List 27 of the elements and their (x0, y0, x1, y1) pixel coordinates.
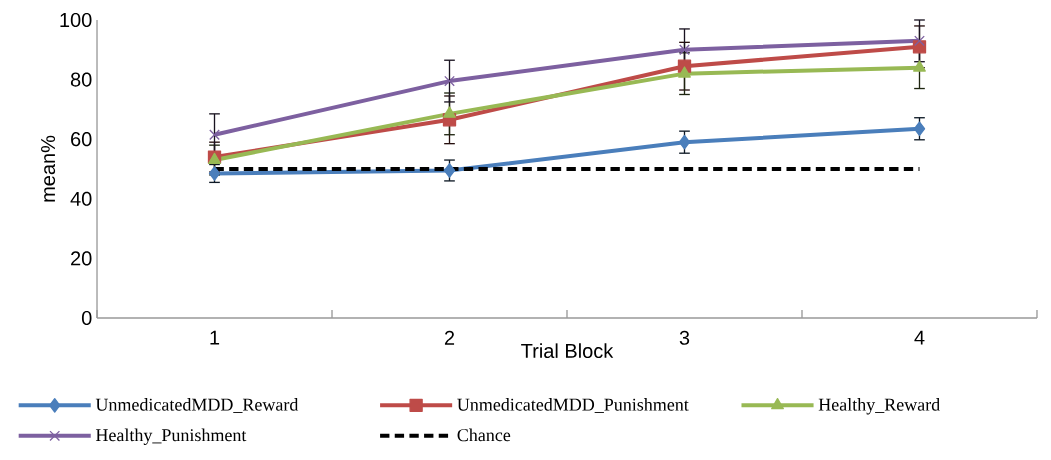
legend-label: Healthy_Reward (818, 398, 940, 415)
point (913, 121, 926, 137)
point (209, 129, 220, 141)
point (443, 163, 456, 178)
point (443, 106, 456, 118)
y-tick-label: 40 (70, 191, 92, 206)
y-tick-label: 80 (70, 72, 92, 87)
point (444, 75, 455, 87)
x-axis-title: Trial Block (521, 343, 614, 359)
point (678, 134, 691, 150)
legend-label: Chance (457, 428, 511, 442)
legend-label: UnmedicatedMDD_Reward (95, 398, 299, 413)
point (914, 35, 925, 47)
x-tick-label: 3 (679, 330, 690, 345)
y-axis-title: mean% (41, 135, 56, 202)
x-tick-label: 2 (444, 330, 455, 345)
legend-label: UnmedicatedMDD_Punishment (457, 398, 689, 413)
point (678, 66, 691, 78)
legend-label: Healthy_Punishment (95, 428, 247, 445)
x-tick-label: 1 (210, 330, 220, 345)
y-tick-label: 20 (71, 251, 92, 266)
y-tick-label: 60 (71, 132, 92, 147)
y-tick-label: 0 (81, 310, 92, 326)
y-tick-label: 100 (60, 12, 92, 28)
x-tick-label: 4 (914, 330, 925, 345)
point (913, 60, 926, 72)
point (679, 44, 690, 56)
